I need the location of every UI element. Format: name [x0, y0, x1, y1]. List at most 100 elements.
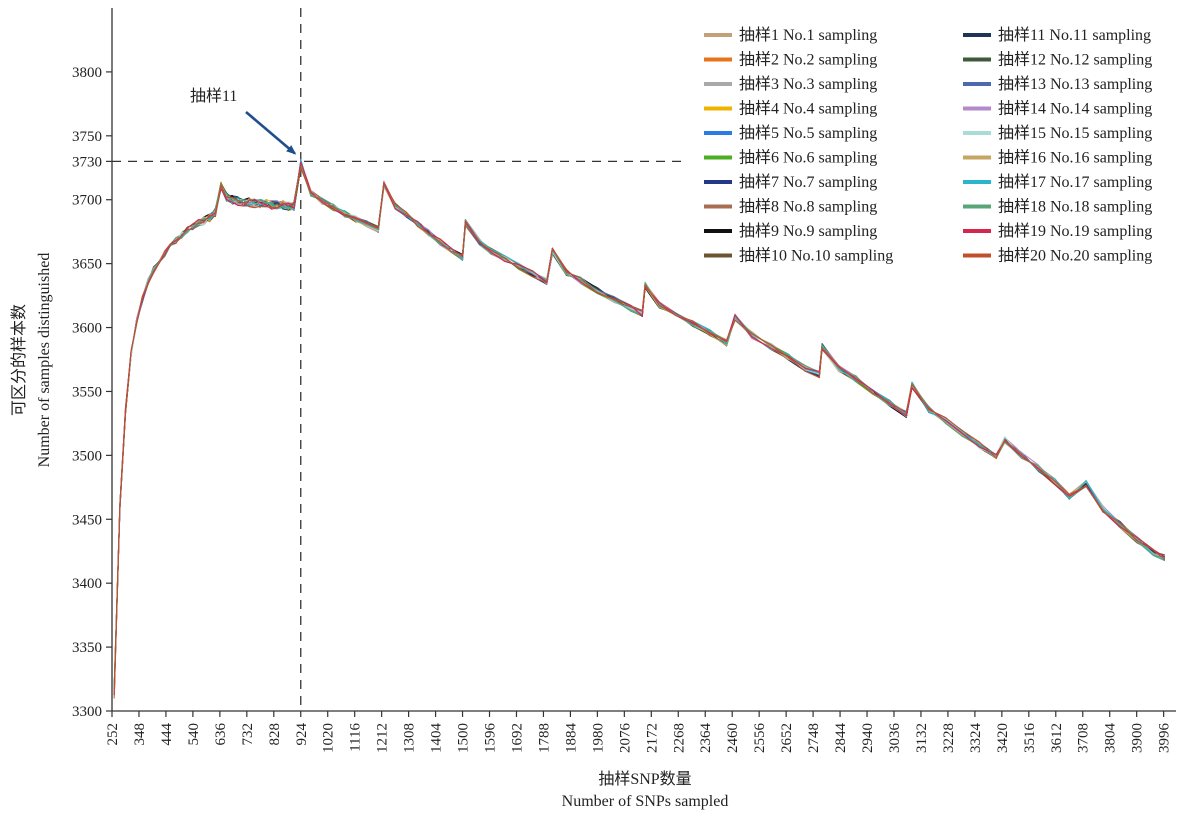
y-tick-label: 3700	[72, 193, 102, 209]
legend-label: 抽样12 No.12 sampling	[998, 51, 1152, 69]
x-tick-label: 2844	[833, 723, 849, 754]
legend-label: 抽样15 No.15 sampling	[998, 124, 1152, 142]
x-tick-label: 2940	[860, 723, 876, 753]
x-tick-label: 2460	[725, 723, 741, 753]
x-tick-label: 1884	[563, 723, 579, 754]
x-tick-label: 3420	[995, 723, 1011, 753]
series-line	[113, 165, 1166, 696]
x-tick-label: 2076	[617, 723, 633, 754]
annotation-arrow-icon	[245, 111, 297, 155]
x-tick-label: 828	[267, 723, 283, 746]
series-line	[113, 162, 1165, 699]
series-line	[113, 163, 1166, 696]
y-ticks: 3300 3350 3400 3450 3500 3550 3600 3650 3700 3730…	[72, 65, 112, 720]
legend-label: 抽样1 No.1 sampling	[739, 26, 877, 44]
x-tick-label: 1308	[402, 723, 418, 753]
series-line	[113, 164, 1165, 699]
axes	[111, 8, 1176, 712]
series-line	[113, 160, 1166, 693]
y-tick-label: 3450	[72, 512, 102, 528]
series-line	[113, 162, 1166, 696]
x-tick-label: 2556	[752, 723, 768, 754]
legend-label: 抽样18 No.18 sampling	[998, 198, 1152, 216]
annotation-label: 抽样11	[190, 87, 237, 105]
x-tick-label: 3900	[1130, 723, 1146, 753]
x-tick-label: 3036	[887, 723, 903, 754]
x-tick-label: 1500	[456, 723, 472, 753]
y-tick-label: 3600	[72, 321, 102, 337]
x-tick-label: 3324	[968, 723, 984, 754]
y-tick-label: 3730	[72, 154, 102, 170]
x-tick-label: 3228	[941, 723, 957, 753]
y-tick-label: 3400	[72, 576, 102, 592]
x-tick-label: 1692	[509, 723, 525, 753]
legend-label: 抽样2 No.2 sampling	[739, 51, 877, 69]
x-tick-label: 3516	[1022, 723, 1038, 754]
x-tick-label: 252	[105, 723, 121, 746]
x-tick-label: 3804	[1103, 723, 1119, 754]
x-axis-title: Number of SNPs sampled	[562, 793, 729, 810]
x-tick-label: 2268	[671, 723, 687, 753]
series-line	[113, 167, 1166, 690]
series-line	[113, 161, 1165, 690]
x-tick-label: 2652	[779, 723, 795, 753]
annotation: 抽样11	[190, 87, 297, 155]
x-tick-label: 1020	[321, 723, 337, 753]
axis-titles: 抽样SNP数量 Number of SNPs sampled 可区分的样本数 N…	[10, 253, 728, 810]
series-line	[113, 167, 1166, 693]
y-tick-label: 3350	[72, 640, 102, 656]
series-line	[113, 167, 1166, 687]
series-line	[113, 166, 1166, 690]
x-tick-label: 1116	[348, 723, 364, 752]
x-tick-label: 2364	[698, 723, 714, 754]
x-tick-label: 3708	[1076, 723, 1092, 753]
legend-label: 抽样13 No.13 sampling	[998, 75, 1152, 93]
legend-label: 抽样11 No.11 sampling	[998, 26, 1151, 44]
series-lines	[113, 158, 1166, 699]
legend-label: 抽样5 No.5 sampling	[739, 124, 877, 142]
legend-label: 抽样16 No.16 sampling	[998, 149, 1152, 167]
y-tick-label: 3800	[72, 65, 102, 81]
y-tick-label: 3500	[72, 448, 102, 464]
y-tick-label: 3550	[72, 384, 102, 400]
x-tick-label: 444	[159, 723, 175, 746]
legend-label: 抽样7 No.7 sampling	[739, 173, 877, 191]
x-tick-label: 732	[240, 723, 256, 746]
y-tick-label: 3750	[72, 129, 102, 145]
y-tick-label: 3300	[72, 704, 102, 720]
x-tick-label: 2748	[806, 723, 822, 753]
x-tick-label: 1980	[590, 723, 606, 753]
x-tick-label: 3996	[1157, 723, 1173, 754]
x-axis-title-cn: 抽样SNP数量	[598, 770, 691, 788]
x-tick-label: 3132	[914, 723, 930, 753]
x-tick-label: 636	[213, 723, 229, 746]
x-tick-label: 348	[132, 723, 148, 746]
legend-label: 抽样19 No.19 sampling	[998, 222, 1152, 240]
x-tick-label: 924	[294, 723, 310, 746]
legend: 抽样1 No.1 sampling 抽样2 No.2 sampling 抽样3 No…	[704, 26, 1152, 265]
legend-label: 抽样4 No.4 sampling	[739, 100, 877, 118]
x-tick-label: 2172	[644, 723, 660, 753]
legend-label: 抽样20 No.20 sampling	[998, 247, 1152, 265]
x-tick-label: 3612	[1049, 723, 1065, 753]
x-tick-label: 1212	[375, 723, 391, 753]
legend-label: 抽样17 No.17 sampling	[998, 173, 1152, 191]
x-tick-label: 1404	[429, 723, 445, 754]
legend-label: 抽样10 No.10 sampling	[739, 247, 893, 265]
x-tick-label: 1788	[536, 723, 552, 753]
y-tick-label: 3650	[72, 257, 102, 273]
series-line	[113, 161, 1166, 696]
x-tick-label: 540	[186, 723, 202, 746]
x-ticks: 252 348 444 540 636 732 828 924 1020 1116 1212 1308…	[105, 711, 1173, 753]
series-line	[113, 165, 1166, 687]
legend-label: 抽样3 No.3 sampling	[739, 75, 877, 93]
series-line	[113, 163, 1166, 699]
y-axis-title: Number of samples distinguished	[36, 253, 53, 468]
reference-lines	[112, 8, 682, 711]
series-line	[113, 161, 1165, 693]
y-axis-title-cn: 可区分的样本数	[10, 304, 28, 416]
series-line	[113, 165, 1166, 690]
legend-label: 抽样14 No.14 sampling	[998, 100, 1152, 118]
